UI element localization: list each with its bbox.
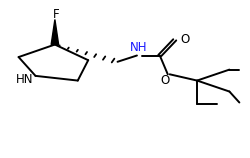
Text: HN: HN [16,73,34,85]
Text: O: O [180,33,190,46]
Polygon shape [51,19,59,45]
Text: NH: NH [130,41,148,54]
Text: F: F [52,8,59,21]
Text: O: O [160,74,170,87]
